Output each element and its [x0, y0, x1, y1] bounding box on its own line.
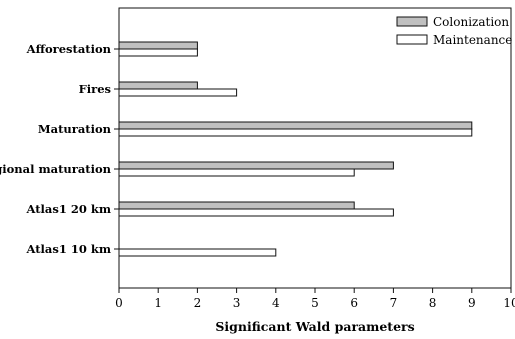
- legend-swatch: [396, 34, 428, 45]
- x-tick-label: 8: [429, 296, 437, 310]
- category-label: Regional maturation: [0, 162, 112, 176]
- legend-label: Maintenance: [433, 33, 512, 47]
- bar-colonization: [118, 81, 198, 90]
- legend-swatch: [396, 16, 428, 27]
- category-label: Atlas1 20 km: [26, 202, 111, 216]
- bar-colonization: [118, 201, 355, 210]
- bar-maintenance: [118, 248, 277, 257]
- category-label: Atlas1 10 km: [26, 242, 111, 256]
- bar-maintenance: [118, 48, 198, 57]
- legend: Colonization Maintenance: [396, 15, 512, 47]
- x-tick-label: 4: [272, 296, 280, 310]
- x-tick-label: 0: [115, 296, 123, 310]
- x-axis-ticks: 0 1 2 3 4 5 6 7 8 9 10: [115, 288, 515, 310]
- x-tick-label: 2: [194, 296, 202, 310]
- bar-maintenance: [118, 88, 238, 97]
- category-label: Afforestation: [26, 42, 112, 56]
- x-axis-title: Significant Wald parameters: [215, 319, 414, 334]
- bar-maintenance: [118, 128, 473, 137]
- category-label: Maturation: [38, 122, 112, 136]
- x-tick-label: 3: [233, 296, 241, 310]
- x-tick-label: 7: [390, 296, 398, 310]
- bar-maintenance: [118, 168, 355, 177]
- bar-colonization: [118, 121, 473, 130]
- x-tick-label: 1: [154, 296, 162, 310]
- bar-colonization: [118, 161, 394, 170]
- category-label: Fires: [79, 82, 111, 96]
- category-labels: Afforestation Fires Maturation Regional mat…: [0, 42, 119, 256]
- x-tick-label: 10: [503, 296, 515, 310]
- legend-label: Colonization: [433, 15, 509, 29]
- x-tick-label: 5: [311, 296, 319, 310]
- bars: [118, 41, 473, 257]
- x-tick-label: 9: [468, 296, 476, 310]
- bar-colonization: [118, 41, 198, 50]
- x-tick-label: 6: [350, 296, 358, 310]
- bar-maintenance: [118, 208, 394, 217]
